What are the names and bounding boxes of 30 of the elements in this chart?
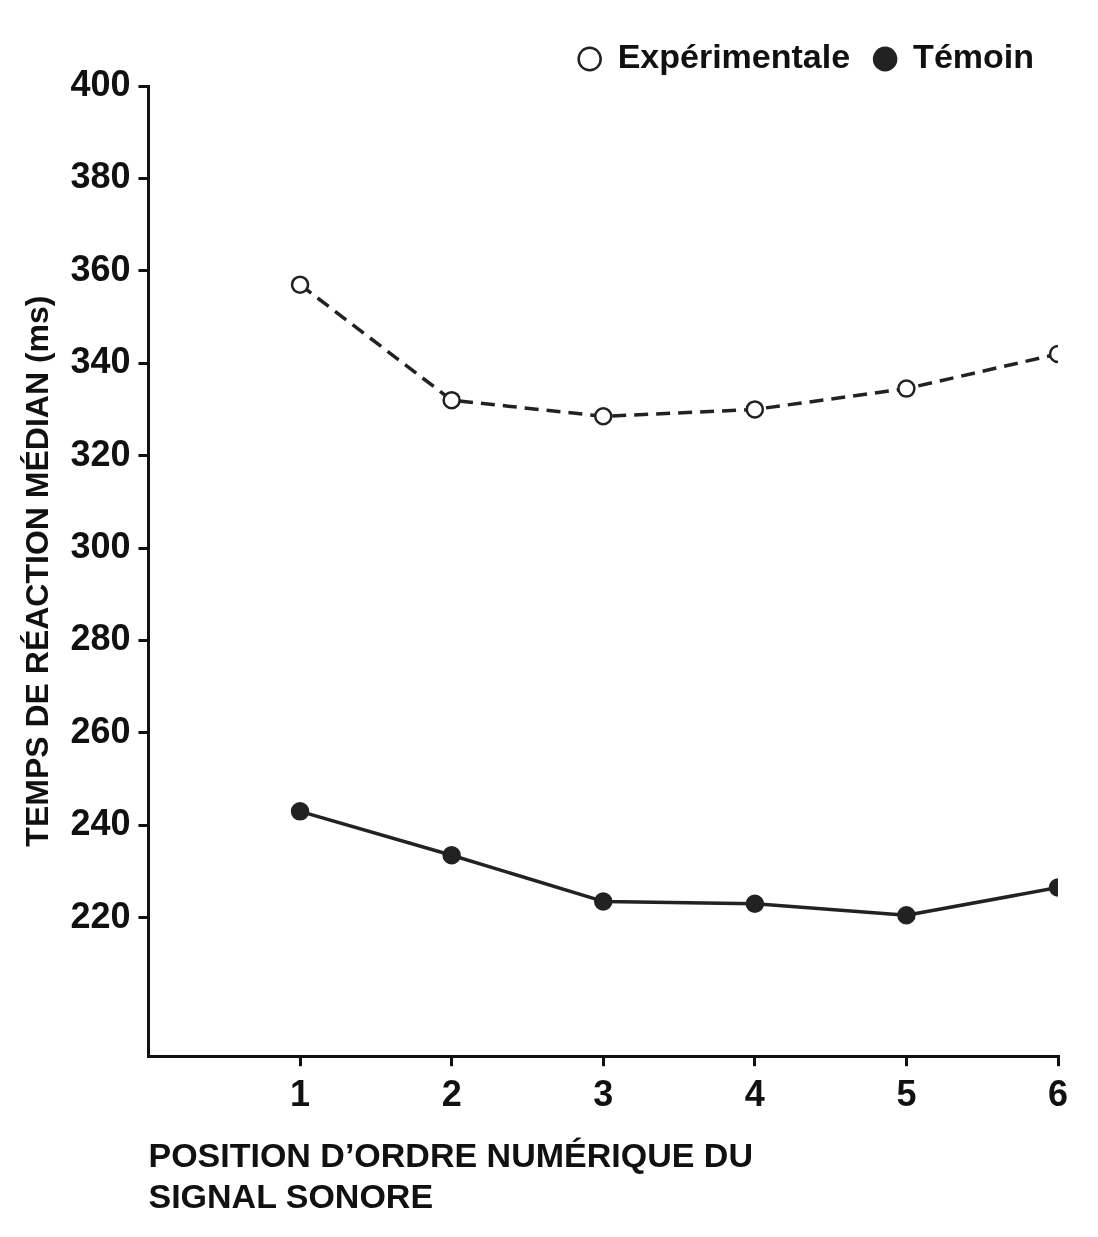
- y-tick-label: 280: [70, 617, 131, 659]
- y-axis-title: TEMPS DE RÉACTION MÉDIAN (ms): [19, 295, 56, 847]
- x-tick-label: 4: [744, 1072, 765, 1114]
- point: [290, 275, 310, 294]
- y-tick-label: 360: [70, 247, 131, 289]
- legend-label: Témoin: [913, 37, 1035, 76]
- point: [442, 390, 461, 410]
- y-tick-label: 320: [70, 432, 131, 474]
- point: [290, 802, 310, 821]
- point: [897, 379, 916, 398]
- y-tick-label: 380: [70, 155, 131, 197]
- point: [745, 400, 765, 419]
- y-tick-label: 340: [70, 340, 131, 382]
- y-tick-label: 400: [70, 62, 131, 104]
- y-tick-label: 220: [70, 894, 131, 936]
- point: [442, 845, 461, 865]
- x-tick-label: 3: [593, 1072, 614, 1114]
- x-tick-label: 2: [441, 1072, 462, 1114]
- x-tick-label: 5: [896, 1072, 917, 1114]
- point: [593, 407, 613, 426]
- x-tick-label: 6: [1047, 1072, 1069, 1114]
- point: [897, 906, 916, 925]
- point: [593, 892, 613, 911]
- y-tick-label: 300: [70, 524, 131, 566]
- y-tick-label: 240: [70, 802, 131, 844]
- x-axis-title: POSITION D’ORDRE NUMÉRIQUE DU SIGNAL SONORE: [148, 1136, 753, 1215]
- legend-label: Expérimentale: [617, 37, 851, 76]
- y-tick-label: 260: [70, 709, 131, 751]
- x-tick-label: 1: [290, 1072, 311, 1114]
- point: [745, 894, 765, 913]
